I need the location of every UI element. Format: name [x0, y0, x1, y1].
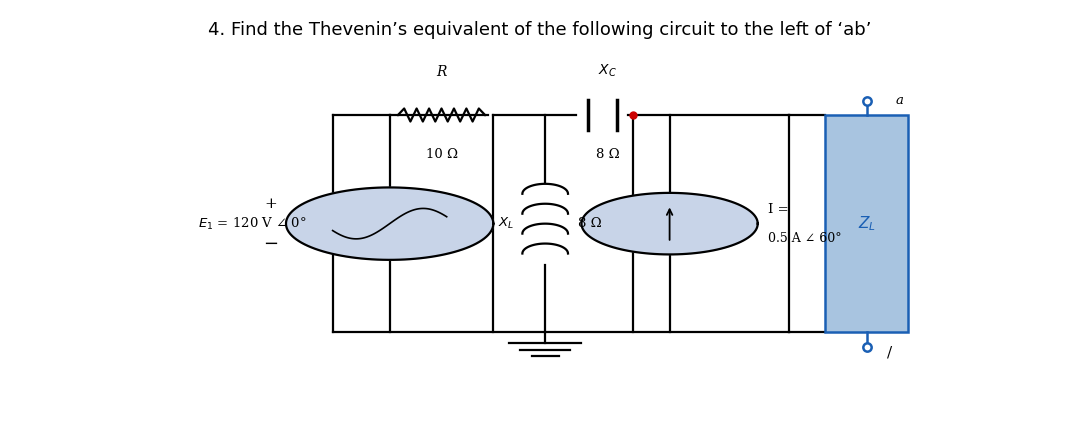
Text: /: /: [888, 345, 892, 359]
Text: +: +: [264, 197, 276, 211]
Text: R: R: [436, 65, 447, 79]
Bar: [825, 115, 908, 332]
Text: $X_L$: $X_L$: [498, 216, 514, 231]
Text: 8 Ω: 8 Ω: [595, 147, 619, 161]
Text: −: −: [262, 235, 278, 253]
Text: 4. Find the Thevenin’s equivalent of the following circuit to the left of ‘ab’: 4. Find the Thevenin’s equivalent of the…: [208, 21, 872, 39]
Text: $E_1$ = 120 V ∠ 0°: $E_1$ = 120 V ∠ 0°: [198, 216, 307, 232]
Text: $Z_L$: $Z_L$: [858, 214, 876, 233]
Polygon shape: [286, 187, 494, 260]
Polygon shape: [581, 193, 758, 254]
Text: $X_C$: $X_C$: [598, 63, 617, 79]
Text: 8 Ω: 8 Ω: [579, 217, 602, 230]
Text: a: a: [895, 94, 904, 107]
Text: I =: I =: [768, 203, 788, 216]
Text: 10 Ω: 10 Ω: [426, 147, 458, 161]
Text: 0.5 A ∠ 60°: 0.5 A ∠ 60°: [768, 232, 841, 245]
